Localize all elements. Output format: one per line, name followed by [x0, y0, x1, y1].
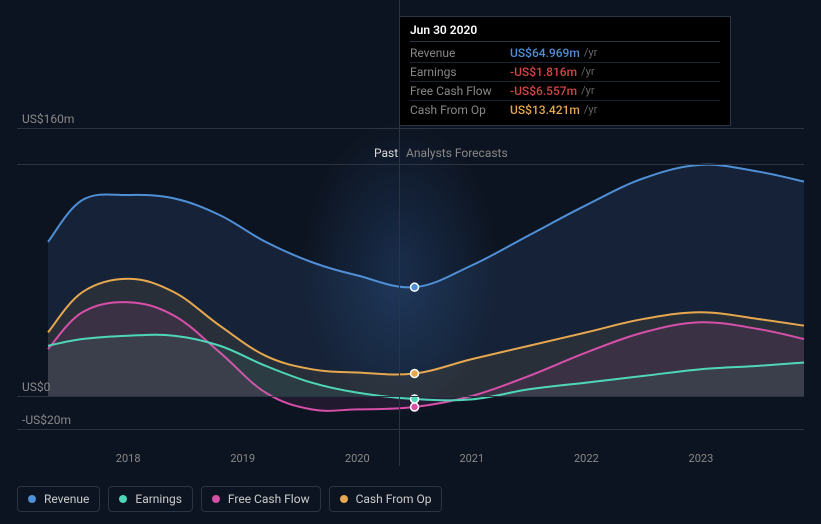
tooltip-row-label: Earnings: [410, 65, 510, 79]
tooltip-row-value: -US$1.816m: [510, 65, 577, 79]
legend-label: Free Cash Flow: [228, 492, 310, 506]
legend-item-free_cash_flow[interactable]: Free Cash Flow: [201, 486, 321, 512]
legend-item-cash_from_op[interactable]: Cash From Op: [329, 486, 443, 512]
x-axis-label: 2021: [459, 452, 484, 465]
legend-label: Earnings: [135, 492, 182, 506]
gridline: [17, 396, 804, 397]
marker-revenue: [411, 283, 419, 291]
x-axis-label: 2022: [574, 452, 599, 465]
legend-dot-icon: [119, 495, 127, 503]
y-axis-label: US$160m: [22, 112, 74, 126]
legend-item-revenue[interactable]: Revenue: [17, 486, 100, 512]
tooltip-row: Earnings-US$1.816m/yr: [410, 63, 720, 82]
tooltip-row-label: Free Cash Flow: [410, 84, 510, 98]
chart-tooltip: Jun 30 2020 RevenueUS$64.969m/yrEarnings…: [399, 16, 731, 126]
tooltip-row-suffix: /yr: [584, 103, 597, 117]
legend-dot-icon: [340, 495, 348, 503]
gridline: [17, 128, 804, 129]
marker-cash_from_op: [411, 370, 419, 378]
tooltip-row: Cash From OpUS$13.421m/yr: [410, 101, 720, 119]
tooltip-row-suffix: /yr: [584, 46, 597, 60]
legend-label: Cash From Op: [356, 492, 432, 506]
marker-free_cash_flow: [411, 403, 419, 411]
tooltip-row-label: Revenue: [410, 46, 510, 60]
section-label-forecast: Analysts Forecasts: [406, 146, 508, 160]
tooltip-row-label: Cash From Op: [410, 103, 510, 117]
legend-dot-icon: [28, 495, 36, 503]
section-label-past: Past: [374, 146, 398, 160]
y-axis-label: -US$20m: [22, 413, 71, 427]
chart-legend: Revenue Earnings Free Cash Flow Cash From O…: [17, 486, 442, 512]
tooltip-date: Jun 30 2020: [410, 23, 720, 42]
tooltip-row-suffix: /yr: [581, 65, 594, 79]
x-axis-label: 2023: [689, 452, 714, 465]
tooltip-row-suffix: /yr: [581, 84, 594, 98]
legend-dot-icon: [212, 495, 220, 503]
gridline: [17, 429, 804, 430]
legend-item-earnings[interactable]: Earnings: [108, 486, 193, 512]
tooltip-row-value: US$13.421m: [510, 103, 580, 117]
earnings-revenue-chart: US$160m US$0 -US$20m 2018 2019 2020 2021 2022 2…: [0, 0, 821, 524]
section-gridline: [17, 164, 804, 165]
x-axis-label: 2020: [345, 452, 370, 465]
legend-label: Revenue: [44, 492, 89, 506]
tooltip-row: Free Cash Flow-US$6.557m/yr: [410, 82, 720, 101]
tooltip-row-value: US$64.969m: [510, 46, 580, 60]
y-axis-label: US$0: [22, 380, 50, 394]
tooltip-row: RevenueUS$64.969m/yr: [410, 44, 720, 63]
x-axis-label: 2019: [230, 452, 255, 465]
x-axis-label: 2018: [116, 452, 141, 465]
tooltip-row-value: -US$6.557m: [510, 84, 577, 98]
